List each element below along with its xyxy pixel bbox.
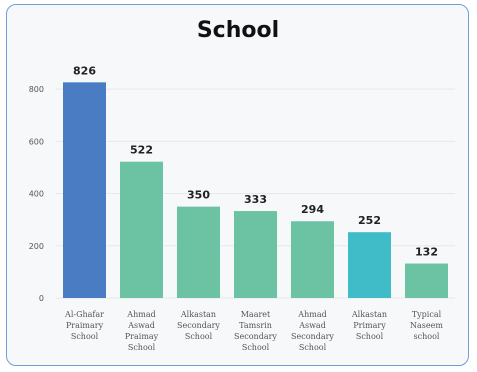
bar bbox=[234, 211, 277, 298]
y-tick-label: 400 bbox=[29, 190, 44, 199]
y-tick-label: 800 bbox=[29, 85, 44, 94]
y-tick-label: 200 bbox=[29, 242, 44, 251]
data-label: 294 bbox=[301, 203, 324, 216]
y-tick-label: 0 bbox=[39, 294, 44, 303]
data-label: 333 bbox=[244, 193, 267, 206]
data-label: 132 bbox=[415, 246, 438, 259]
bar bbox=[348, 232, 391, 298]
x-tick-label: Typical Naseem school bbox=[410, 310, 443, 341]
x-tick-label: Al-Ghafar Praimary School bbox=[64, 310, 104, 341]
x-tick-label: Ahmad Aswad Praimay School bbox=[125, 310, 159, 352]
bars bbox=[63, 82, 448, 298]
bar bbox=[405, 263, 448, 298]
bar bbox=[177, 206, 220, 298]
x-tick-label: Alkastan Primary School bbox=[351, 310, 387, 341]
value-labels: 826 522 350 333 294 252 132 bbox=[73, 64, 438, 258]
data-label: 826 bbox=[73, 64, 96, 77]
x-tick-label: Ahmad Aswad Secondary School bbox=[291, 310, 334, 352]
bar bbox=[63, 82, 106, 298]
chart-title: School bbox=[197, 18, 279, 43]
data-label: 522 bbox=[130, 144, 153, 157]
bar bbox=[291, 221, 334, 298]
x-axis-labels: Al-Ghafar Praimary School Ahmad Aswad Praimay… bbox=[64, 310, 443, 352]
bar bbox=[120, 161, 163, 298]
data-label: 350 bbox=[187, 189, 210, 202]
y-tick-label: 600 bbox=[29, 137, 44, 146]
x-tick-label: Alkastan Secondary School bbox=[177, 310, 220, 341]
data-label: 252 bbox=[358, 214, 381, 227]
y-axis-ticks: 0 200 400 600 800 bbox=[29, 85, 44, 303]
x-tick-label: Maaret Tamsrin Secondary School bbox=[234, 310, 277, 352]
